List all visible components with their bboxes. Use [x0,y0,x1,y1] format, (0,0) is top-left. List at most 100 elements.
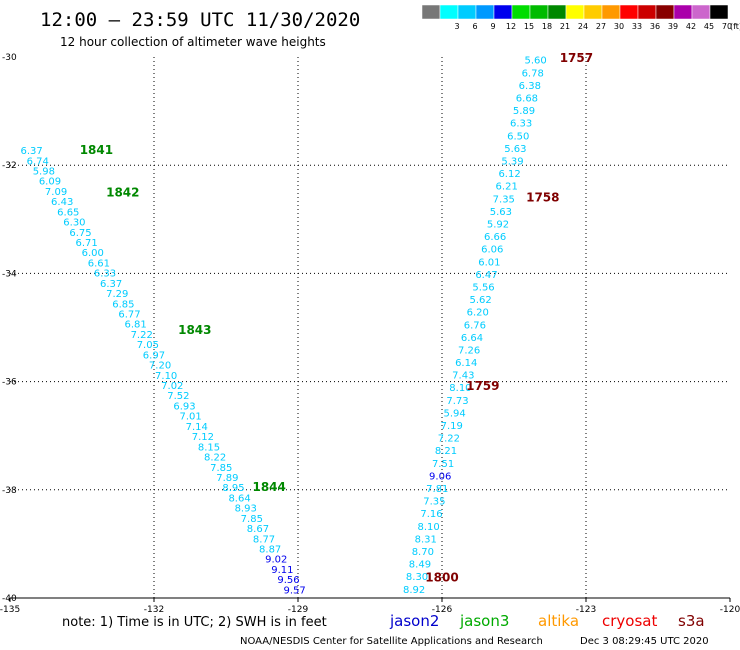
wave-height-label: 5.98 [33,166,55,177]
wave-height-label: 9.02 [265,555,287,566]
legend-label: 70 [722,22,732,31]
time-label: 1759 [466,379,499,393]
wave-height-label: 6.61 [88,258,110,269]
time-label: 1800 [425,570,458,584]
x-tick-label: -129 [288,605,309,615]
wave-height-label: 7.02 [161,381,183,392]
wave-height-label: 6.38 [519,81,541,92]
time-label: 1842 [106,185,139,199]
x-tick-label: -120 [720,605,740,615]
wave-height-label: 7.26 [458,345,480,356]
legend-label: 6 [472,22,477,31]
legend-swatch [547,4,567,20]
wave-height-label: 6.33 [510,119,532,130]
satellite-name-altika: altika [538,612,579,630]
satellite-name-cryosat: cryosat [602,612,657,630]
legend-swatch [583,4,603,20]
wave-height-label: 7.52 [167,391,189,402]
wave-height-label: 7.12 [192,432,214,443]
wave-height-label: 8.10 [449,383,471,394]
legend-swatch [439,4,459,20]
legend-swatch [421,4,441,20]
satellite-tracks: 6.376.745.986.097.096.436.656.306.756.71… [20,51,593,596]
wave-height-label: 9.57 [284,585,306,596]
wave-height-label: 6.12 [498,169,520,180]
wave-height-label: 7.89 [216,473,238,484]
wave-height-label: 8.31 [415,534,437,545]
satellite-name-s3a: s3a [678,612,705,630]
footer-note: note: 1) Time is in UTC; 2) SWH is in fe… [62,615,327,630]
y-tick-label: -34 [2,269,17,279]
legend-label: 18 [542,22,552,31]
footer-timestamp: Dec 3 08:29:45 UTC 2020 [580,636,709,647]
wave-height-label: 6.71 [76,238,98,249]
wave-height-label: 5.39 [501,156,523,167]
legend-swatch [673,4,693,20]
wave-height-label: 8.21 [435,446,457,457]
legend-swatch [709,4,729,20]
wave-height-label: 6.01 [478,257,500,268]
wave-height-label: 7.51 [432,459,454,470]
wave-height-label: 7.01 [180,412,202,423]
legend-label: 9 [490,22,495,31]
wave-height-label: 6.85 [112,299,134,310]
wave-height-label: 6.65 [57,207,79,218]
grid-lines [10,57,730,598]
y-tick-label: -40 [2,594,17,604]
legend-swatch [655,4,675,20]
legend-label: 12 [506,22,516,31]
wave-height-label: 6.78 [522,68,544,79]
legend-label: 39 [668,22,678,31]
y-tick-label: -36 [2,378,17,388]
wave-height-label: 6.66 [484,232,506,243]
legend-label: 3 [454,22,459,31]
wave-height-label: 6.14 [455,358,477,369]
legend-swatch [601,4,621,20]
wave-height-label: 6.75 [69,228,91,239]
wave-height-label: 7.22 [131,330,153,341]
x-tick-label: -123 [576,605,596,615]
axes: -135 -132 -129 -126 -123 -120 -30 -32 -34 -36 -38 -… [0,53,740,615]
legend-label: 45 [704,22,714,31]
satellite-name-jason3: jason3 [459,612,509,630]
legend-swatch [619,4,639,20]
wave-height-label: 6.00 [82,248,104,259]
wave-height-label: 6.21 [496,182,518,193]
legend-label: 15 [524,22,534,31]
legend-swatch [565,4,585,20]
wave-height-label: 8.92 [403,585,425,596]
wave-height-label: 7.14 [186,422,208,433]
legend-label: 27 [596,22,606,31]
wave-height-label: 8.49 [409,560,431,571]
legend-label: 42 [686,22,696,31]
wave-height-label: 5.94 [444,408,466,419]
wave-height-label: 7.85 [241,514,263,525]
legend-swatch [637,4,657,20]
chart-title: 12:00 – 23:59 UTC 11/30/2020 [40,9,360,31]
wave-height-label: 6.20 [467,308,489,319]
wave-height-label: 7.05 [137,340,159,351]
legend-swatch [511,4,531,20]
wave-height-label: 5.89 [513,106,535,117]
legend-swatch [691,4,711,20]
wave-height-label: 5.60 [524,56,546,67]
wave-height-label: 6.74 [27,156,49,167]
wave-height-label: 8.22 [204,453,226,464]
wave-height-label: 6.33 [94,269,116,280]
legend-label: 33 [632,22,642,31]
wave-height-label: 7.19 [441,421,463,432]
footer-credit: NOAA/NESDIS Center for Satellite Applica… [240,636,543,647]
wave-height-label: 6.64 [461,333,483,344]
wave-height-label: 6.68 [516,93,538,104]
wave-height-label: 5.63 [504,144,526,155]
x-tick-label: -135 [0,605,20,615]
x-tick-label: -126 [432,605,453,615]
wave-height-label: 6.47 [475,270,497,281]
wave-height-label: 6.50 [507,131,529,142]
legend-swatch [457,4,477,20]
wave-height-label: 8.87 [259,544,281,555]
wave-height-label: 6.93 [173,401,195,412]
wave-height-label: 5.56 [472,282,494,293]
wave-height-label: 9.06 [429,471,451,482]
